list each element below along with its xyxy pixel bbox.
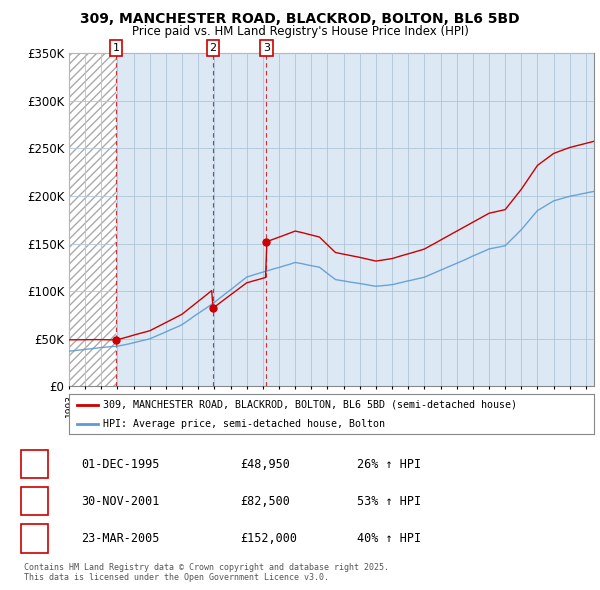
Text: £152,000: £152,000 [240, 532, 297, 545]
Text: 1: 1 [113, 43, 119, 53]
Text: 2: 2 [31, 494, 38, 508]
Text: 40% ↑ HPI: 40% ↑ HPI [357, 532, 421, 545]
Text: 26% ↑ HPI: 26% ↑ HPI [357, 457, 421, 471]
Text: 53% ↑ HPI: 53% ↑ HPI [357, 494, 421, 508]
Text: 23-MAR-2005: 23-MAR-2005 [81, 532, 160, 545]
Text: Contains HM Land Registry data © Crown copyright and database right 2025.
This d: Contains HM Land Registry data © Crown c… [24, 563, 389, 582]
Text: 309, MANCHESTER ROAD, BLACKROD, BOLTON, BL6 5BD: 309, MANCHESTER ROAD, BLACKROD, BOLTON, … [80, 12, 520, 26]
Text: 3: 3 [31, 532, 38, 545]
Text: 1: 1 [31, 457, 38, 471]
Text: 3: 3 [263, 43, 270, 53]
Text: 01-DEC-1995: 01-DEC-1995 [81, 457, 160, 471]
Text: £82,500: £82,500 [240, 494, 290, 508]
Text: HPI: Average price, semi-detached house, Bolton: HPI: Average price, semi-detached house,… [103, 419, 385, 428]
Text: 2: 2 [209, 43, 217, 53]
Bar [69, 53, 116, 386]
Text: Price paid vs. HM Land Registry's House Price Index (HPI): Price paid vs. HM Land Registry's House … [131, 25, 469, 38]
Text: 30-NOV-2001: 30-NOV-2001 [81, 494, 160, 508]
Text: 309, MANCHESTER ROAD, BLACKROD, BOLTON, BL6 5BD (semi-detached house): 309, MANCHESTER ROAD, BLACKROD, BOLTON, … [103, 400, 517, 410]
Text: £48,950: £48,950 [240, 457, 290, 471]
